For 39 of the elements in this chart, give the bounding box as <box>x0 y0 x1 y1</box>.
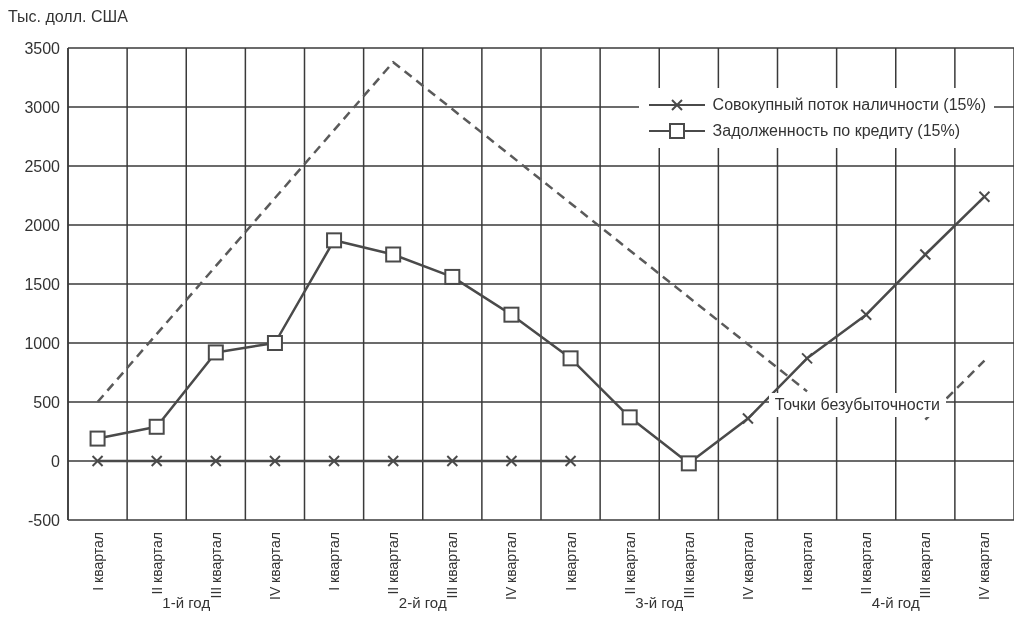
x-tick-label: IV квартал <box>503 532 520 600</box>
y-tick-label: -500 <box>27 511 61 529</box>
x-tick-label: I квартал <box>799 532 816 591</box>
x-tick-label: III квартал <box>680 532 697 599</box>
legend-label: Задолженность по кредиту (15%) <box>712 122 961 140</box>
y-tick-label: 500 <box>33 393 61 411</box>
y-tick-label: 1000 <box>24 334 61 352</box>
y-tick-label: 3500 <box>24 39 61 57</box>
x-tick-label: IV квартал <box>266 532 283 600</box>
point <box>207 344 224 361</box>
x-tick-label: III квартал <box>207 532 224 599</box>
point <box>89 430 106 447</box>
point <box>503 306 520 323</box>
x-tick-label: III квартал <box>917 532 934 599</box>
x-tick-label: II квартал <box>621 532 638 595</box>
point <box>266 335 283 351</box>
y-tick-label: 1500 <box>24 275 61 293</box>
y-tick-label: 0 <box>51 452 61 470</box>
legend-label: Совокупный поток наличности (15%) <box>712 96 986 114</box>
x-tick-label: III квартал <box>444 532 461 599</box>
point <box>148 418 165 435</box>
point <box>444 268 461 285</box>
point <box>326 232 343 249</box>
x-tick-label: I квартал <box>326 532 343 591</box>
x-tick-label: I квартал <box>562 532 579 591</box>
x-tick-label: I квартал <box>89 532 106 591</box>
x-tick-label: II квартал <box>858 532 875 595</box>
y-axis-title: Тыс. долл. США <box>8 8 128 26</box>
x-tick-label: II квартал <box>385 532 402 595</box>
point <box>621 409 638 426</box>
x-tick-label: II квартал <box>148 532 165 595</box>
x-tick-label: IV квартал <box>739 532 756 600</box>
annotation: Точки безубыточности <box>768 392 946 417</box>
y-tick-label: 2500 <box>24 157 61 175</box>
y-tick-label: 3000 <box>24 98 61 116</box>
x-tick-label: IV квартал <box>976 532 993 600</box>
point <box>385 246 402 263</box>
point <box>562 350 579 367</box>
y-tick-label: 2000 <box>24 216 61 234</box>
